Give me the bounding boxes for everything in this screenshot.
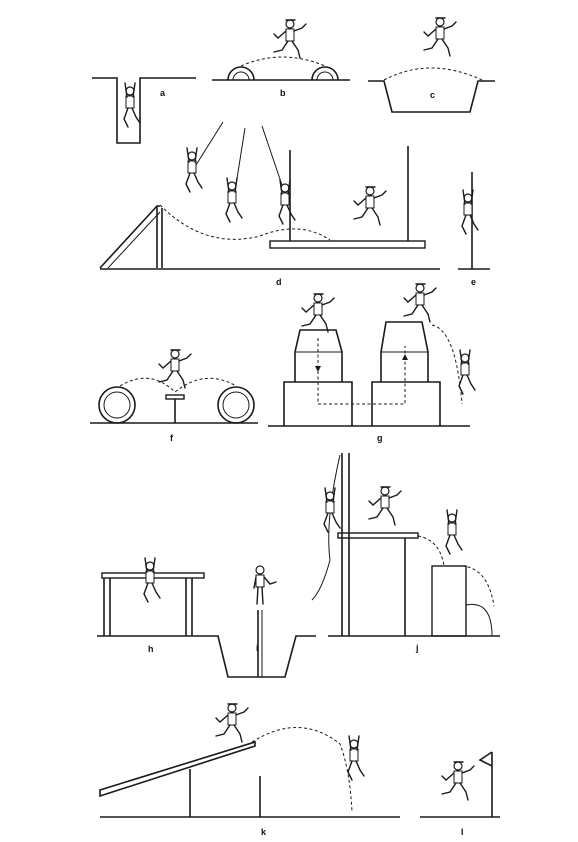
panel-label-l: l <box>461 827 464 837</box>
panel-g: g <box>268 283 476 443</box>
panel-k: k <box>99 703 400 837</box>
panel-label-c: c <box>430 90 435 100</box>
panel-l: l <box>420 751 500 837</box>
panel-h: h <box>97 557 205 654</box>
panel-label-b: b <box>280 88 286 98</box>
panel-label-a: a <box>160 88 166 98</box>
panel-j: j <box>311 453 500 653</box>
panel-i: i <box>205 565 316 678</box>
panel-label-k: k <box>261 827 267 837</box>
panel-b: b <box>212 19 350 98</box>
panel-label-g: g <box>377 433 383 443</box>
panel-label-j: j <box>415 643 419 653</box>
panel-label-f: f <box>170 433 174 443</box>
panel-label-i: i <box>256 643 259 653</box>
panel-d: d <box>99 121 440 287</box>
panel-a: a <box>92 77 196 144</box>
panel-f: f <box>90 349 258 443</box>
panel-label-e: e <box>471 277 476 287</box>
panel-label-d: d <box>276 277 282 287</box>
panel-e: e <box>458 172 490 287</box>
panel-c: c <box>368 17 495 113</box>
panel-label-h: h <box>148 644 154 654</box>
